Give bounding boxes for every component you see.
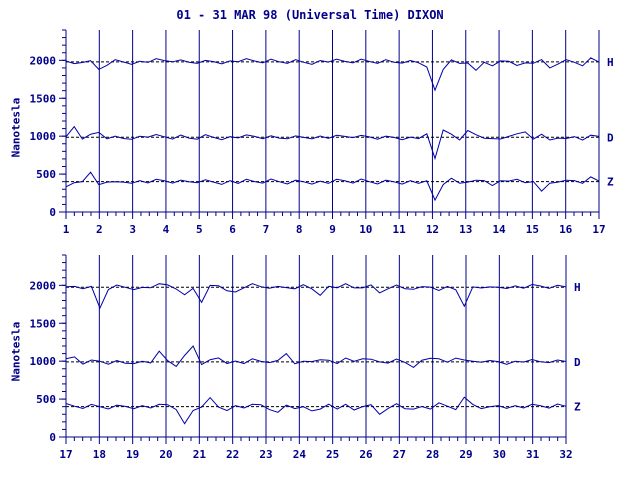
series-line-h bbox=[65, 283, 567, 310]
x-tick-label: 11 bbox=[393, 223, 407, 236]
x-tick-label: 17 bbox=[592, 223, 605, 236]
magnetogram-panel-top: 1 2 3 4 5 6 7 8 9 10 11 12 13 14 15 16 17050010001500200… bbox=[30, 29, 614, 236]
x-tick-label: 19 bbox=[126, 448, 139, 461]
x-tick-label: 16 bbox=[559, 223, 573, 236]
series-line-h bbox=[65, 57, 600, 92]
x-tick-label: 28 bbox=[426, 448, 439, 461]
x-tick-label: 17 bbox=[59, 448, 72, 461]
y-tick-label: 1500 bbox=[30, 317, 57, 330]
y-tick-label: 500 bbox=[36, 168, 56, 181]
x-tick-label: 25 bbox=[326, 448, 339, 461]
y-tick-label: 1500 bbox=[30, 92, 57, 105]
series-label-d: D bbox=[607, 131, 614, 144]
x-tick-label: 10 bbox=[359, 223, 372, 236]
series-label-d: D bbox=[574, 356, 581, 369]
series-line-d bbox=[65, 125, 600, 161]
x-tick-label: 4 bbox=[163, 223, 170, 236]
x-tick-label: 12 bbox=[426, 223, 439, 236]
x-tick-label: 24 bbox=[293, 448, 307, 461]
x-tick-label: 5 bbox=[196, 223, 203, 236]
x-tick-label: 6 bbox=[229, 223, 236, 236]
x-tick-label: 9 bbox=[329, 223, 336, 236]
x-tick-label: 2 bbox=[96, 223, 103, 236]
series-label-z: Z bbox=[607, 176, 614, 189]
series-line-d bbox=[65, 345, 567, 369]
y-tick-label: 1000 bbox=[30, 355, 57, 368]
x-tick-label: 1 bbox=[63, 223, 70, 236]
chart-title: 01 - 31 MAR 98 (Universal Time) DIXON bbox=[176, 8, 444, 22]
x-tick-label: 13 bbox=[459, 223, 472, 236]
x-tick-label: 18 bbox=[93, 448, 106, 461]
x-tick-label: 3 bbox=[129, 223, 136, 236]
series-label-h: H bbox=[607, 56, 614, 69]
x-tick-label: 21 bbox=[193, 448, 207, 461]
y-tick-label: 2000 bbox=[30, 54, 57, 67]
x-tick-label: 26 bbox=[359, 448, 373, 461]
y-tick-label: 0 bbox=[49, 431, 56, 444]
series-label-h: H bbox=[574, 281, 581, 294]
x-tick-label: 23 bbox=[259, 448, 272, 461]
x-tick-label: 15 bbox=[526, 223, 539, 236]
y-tick-label: 0 bbox=[49, 206, 56, 219]
x-tick-label: 7 bbox=[263, 223, 270, 236]
y-tick-label: 500 bbox=[36, 393, 56, 406]
x-tick-label: 30 bbox=[493, 448, 506, 461]
x-tick-label: 27 bbox=[393, 448, 406, 461]
x-tick-label: 29 bbox=[459, 448, 472, 461]
x-tick-label: 20 bbox=[159, 448, 172, 461]
magnetogram-panel-bottom: 17 18 19 20 21 22 23 24 25 26 27 28 29 30 31 32 0 500 1000… bbox=[30, 254, 581, 461]
x-tick-label: 31 bbox=[526, 448, 540, 461]
series-label-z: Z bbox=[574, 401, 581, 414]
y-tick-label: 1000 bbox=[30, 130, 57, 143]
x-tick-label: 14 bbox=[492, 223, 506, 236]
series-line-z bbox=[65, 171, 600, 202]
series-line-z bbox=[65, 396, 567, 425]
x-tick-label: 8 bbox=[296, 223, 303, 236]
x-tick-label: 22 bbox=[226, 448, 239, 461]
y-tick-label: 2000 bbox=[30, 279, 57, 292]
x-tick-label: 32 bbox=[559, 448, 572, 461]
